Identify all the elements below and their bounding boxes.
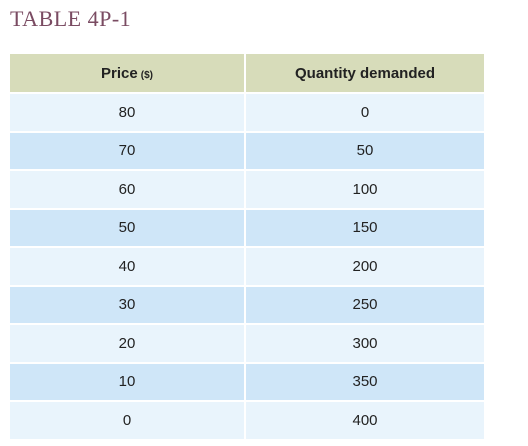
price-unit-label: ($) — [140, 69, 153, 81]
price-cell: 70 — [10, 130, 245, 170]
quantity-cell: 150 — [244, 207, 484, 247]
quantity-cell: 400 — [244, 400, 484, 439]
table-row: 70 50 — [10, 130, 484, 170]
price-cell: 30 — [10, 284, 245, 324]
price-cell: 0 — [10, 400, 245, 439]
header-row: Price ($) Quantity demanded — [10, 54, 484, 94]
quantity-cell: 50 — [244, 130, 484, 170]
price-cell: 60 — [10, 169, 245, 209]
table-row: 80 0 — [10, 92, 484, 132]
quantity-column-header: Quantity demanded — [244, 54, 484, 94]
price-cell: 80 — [10, 92, 245, 132]
quantity-cell: 200 — [244, 246, 484, 286]
price-column-header: Price ($) — [10, 54, 245, 94]
price-cell: 50 — [10, 207, 245, 247]
demand-schedule-table: Price ($) Quantity demanded 80 0 70 50 60… — [10, 54, 484, 439]
quantity-cell: 300 — [244, 323, 484, 363]
table-row: 60 100 — [10, 169, 484, 209]
quantity-cell: 0 — [244, 92, 484, 132]
table-row: 50 150 — [10, 207, 484, 247]
price-cell: 20 — [10, 323, 245, 363]
table-row: 30 250 — [10, 284, 484, 324]
table-row: 10 350 — [10, 361, 484, 401]
quantity-cell: 350 — [244, 361, 484, 401]
price-cell: 40 — [10, 246, 245, 286]
price-cell: 10 — [10, 361, 245, 401]
table-row: 40 200 — [10, 246, 484, 286]
price-header-label: Price — [101, 64, 138, 82]
table-title: TABLE 4P-1 — [10, 6, 132, 31]
table-row: 20 300 — [10, 323, 484, 363]
table-row: 0 400 — [10, 400, 484, 439]
quantity-cell: 100 — [244, 169, 484, 209]
quantity-cell: 250 — [244, 284, 484, 324]
